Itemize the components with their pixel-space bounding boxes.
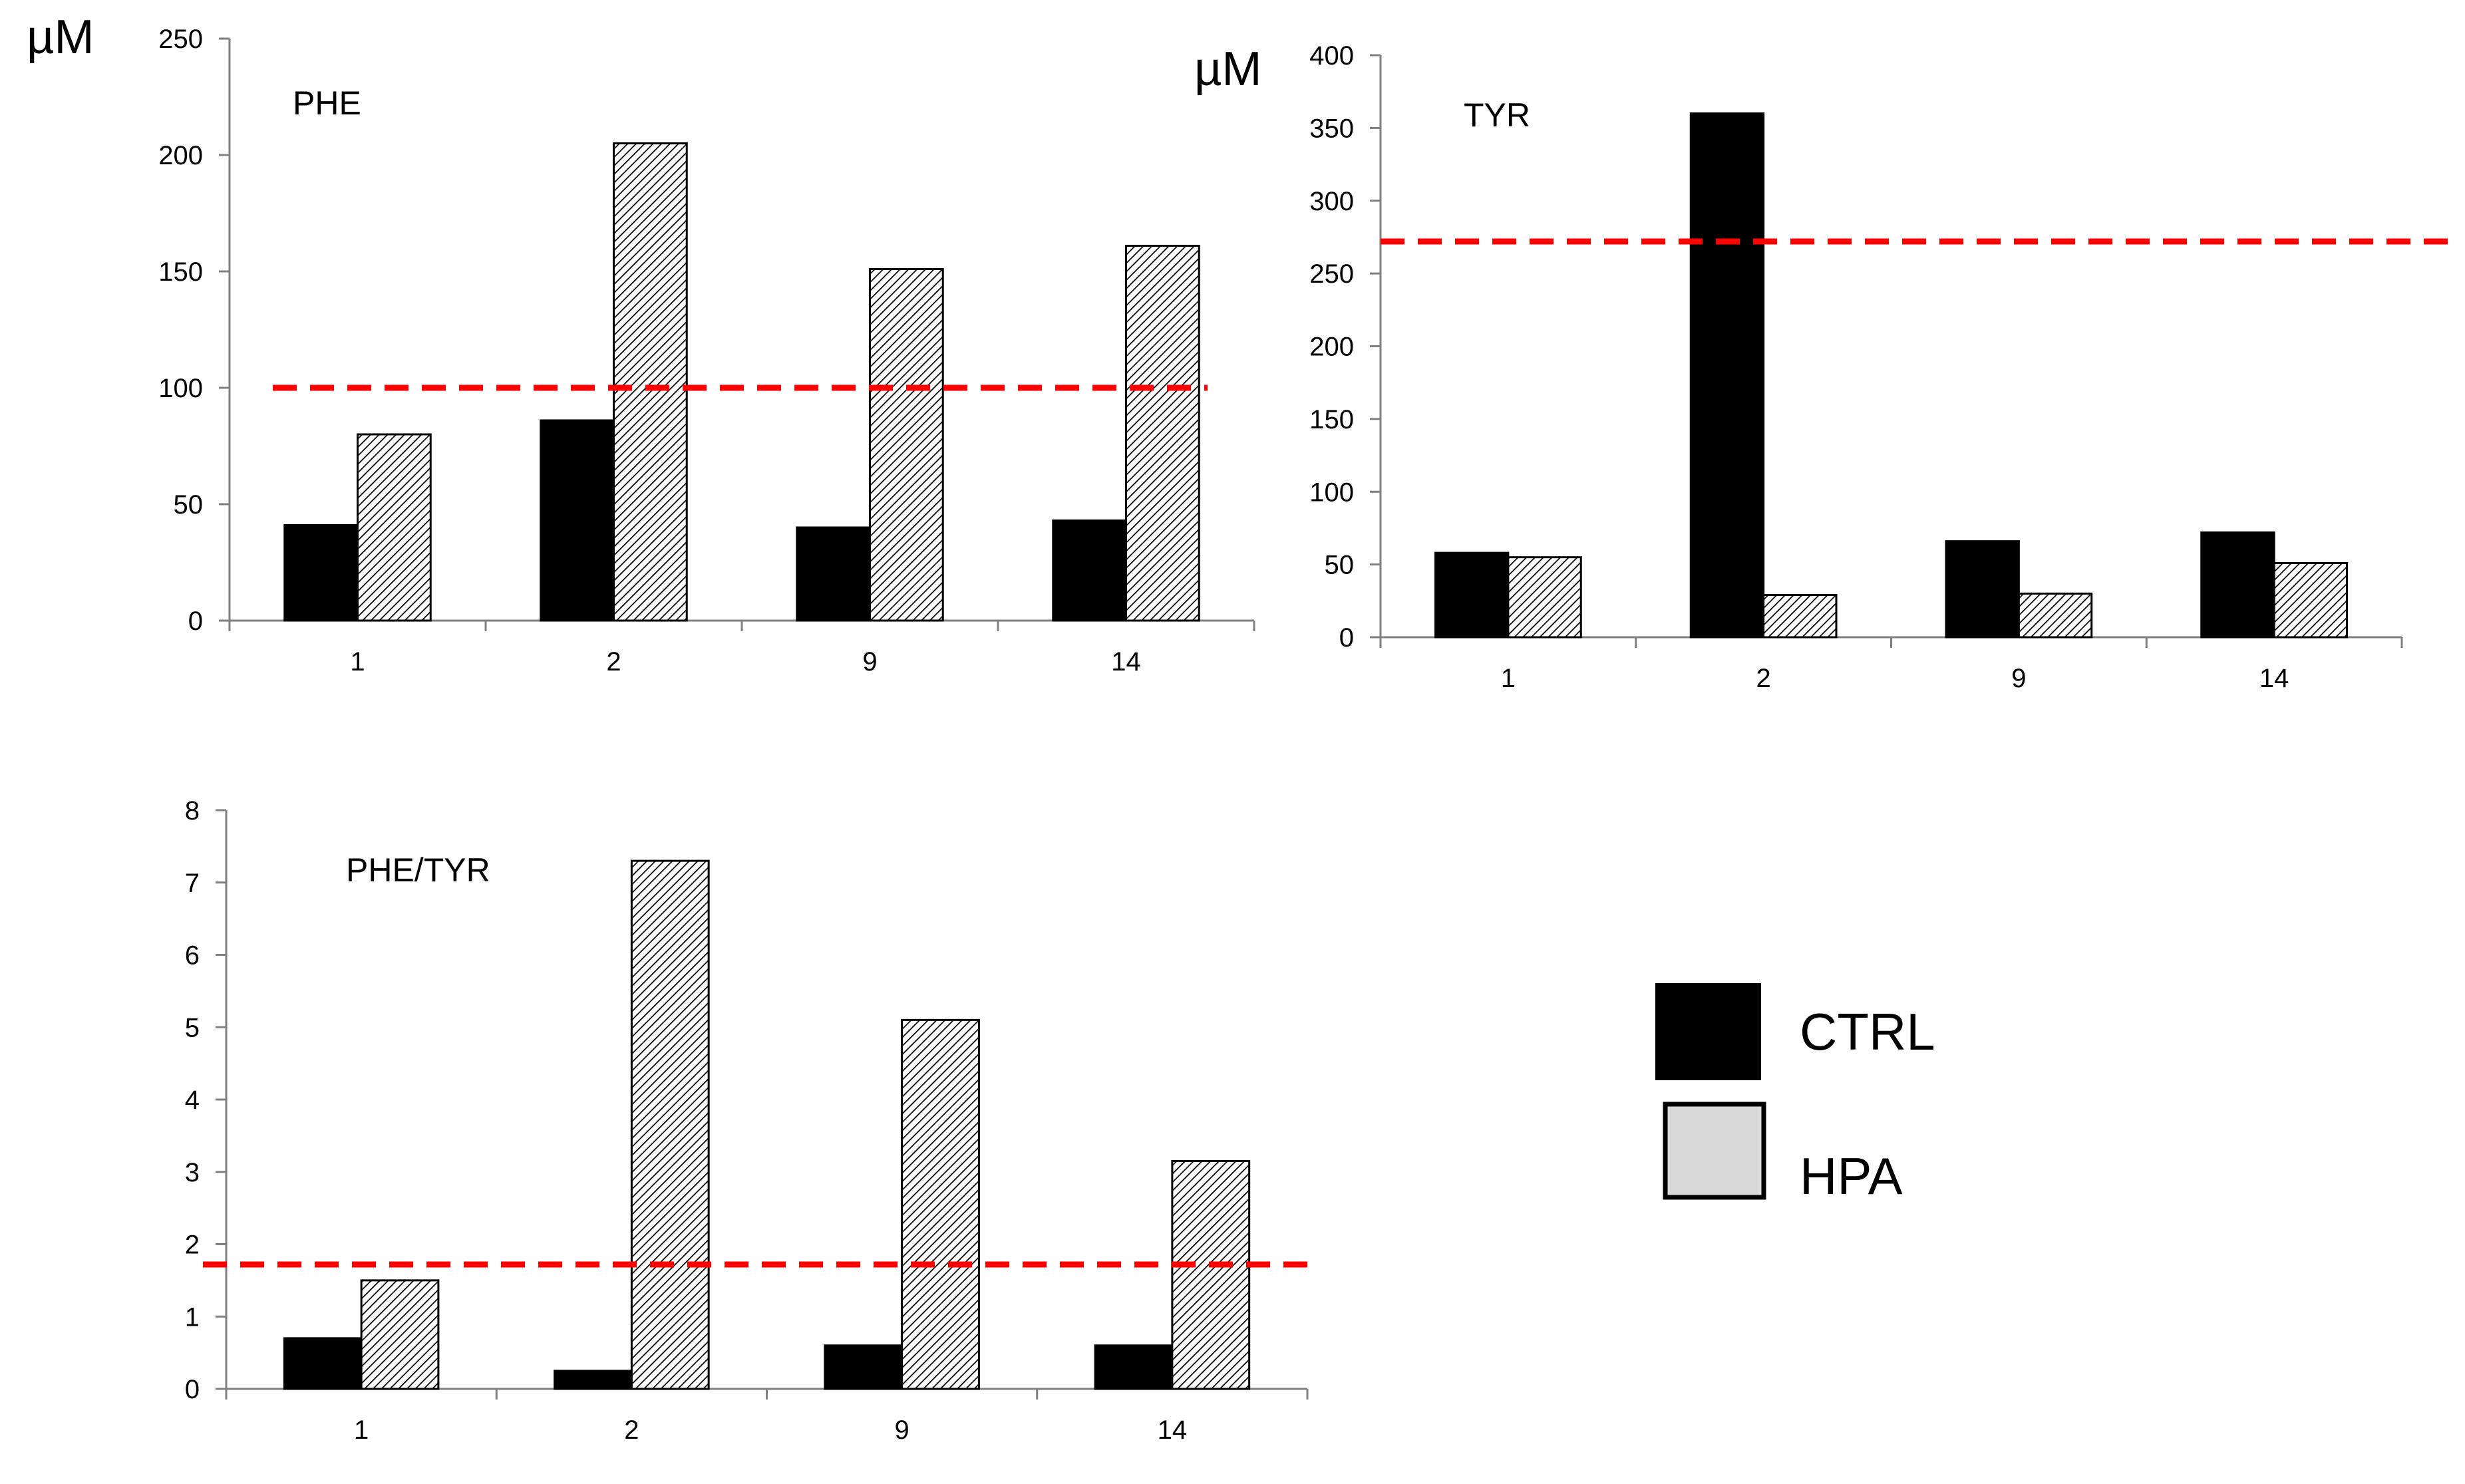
bar-phe-tyr-hpa-1 [360, 1279, 440, 1390]
bar-phe-tyr-hpa-14 [1171, 1159, 1251, 1390]
y-tick-label-tyr: 350 [1309, 114, 1354, 143]
x-tick-label-phe: 1 [350, 647, 365, 676]
y-tick-label-phe: 200 [158, 141, 203, 170]
y-tick-label-tyr: 200 [1309, 333, 1354, 362]
chart-phe-tyr: PHE/TYR 0 1 2 3 4 5 6 7 8 1 2 9 14 [185, 796, 1317, 1445]
bar-phe-tyr-ctrl-1 [283, 1337, 363, 1390]
bar-tyr-hpa-1 [1507, 556, 1582, 639]
x-tick-label-tyr: 14 [2259, 664, 2289, 693]
bar-tyr-hpa-14 [2273, 561, 2348, 639]
y-tick-label-phe-tyr: 0 [185, 1375, 200, 1404]
x-tick-label-phe-tyr: 1 [354, 1415, 369, 1445]
y-tick-label-phe-tyr: 8 [185, 796, 200, 825]
bar-tyr-hpa-9 [2017, 592, 2093, 639]
bar-phe-hpa-2 [613, 142, 688, 622]
y-tick-label-phe: 250 [158, 25, 203, 54]
x-tick-label-tyr: 2 [1756, 664, 1771, 693]
y-tick-label-phe: 50 [174, 490, 204, 519]
bar-tyr-ctrl-14 [2200, 531, 2275, 639]
bar-phe-tyr-hpa-2 [630, 859, 710, 1390]
bar-phe-ctrl-2 [540, 419, 615, 622]
y-tick-label-phe: 100 [158, 374, 203, 403]
chart-title-tyr: TYR [1464, 96, 1530, 134]
bar-phe-tyr-ctrl-2 [554, 1370, 633, 1390]
x-tick-label-phe-tyr: 14 [1158, 1415, 1188, 1445]
chart-phe: µM PHE 0 50 100 150 200 250 1 2 9 14 [27, 11, 1255, 676]
bar-phe-hpa-9 [869, 268, 944, 622]
y-tick-label-phe-tyr: 5 [185, 1013, 200, 1042]
bar-phe-hpa-1 [357, 433, 432, 622]
y-tick-label-phe-tyr: 2 [185, 1231, 200, 1260]
chart-tyr: µM TYR 0 50 100 150 200 250 300 350 400 1 2 9 14 [1194, 41, 2448, 693]
x-tick-label-tyr: 1 [1501, 664, 1516, 693]
bar-tyr-ctrl-9 [1945, 540, 2020, 639]
y-tick-label-tyr: 0 [1339, 623, 1354, 653]
bar-tyr-ctrl-2 [1689, 112, 1765, 639]
unit-label-phe: µM [27, 11, 94, 64]
unit-label-tyr: µM [1194, 43, 1261, 96]
x-tick-label-phe: 9 [862, 647, 877, 676]
x-tick-label-tyr: 9 [2011, 664, 2026, 693]
legend-swatch-hpa [1663, 1102, 1766, 1200]
legend-swatch-ctrl [1655, 983, 1761, 1080]
y-tick-label-tyr: 400 [1309, 41, 1354, 71]
bar-phe-ctrl-14 [1052, 519, 1128, 622]
y-tick-label-tyr: 50 [1325, 551, 1355, 580]
y-tick-label-phe-tyr: 3 [185, 1158, 200, 1187]
y-tick-label-tyr: 250 [1309, 259, 1354, 289]
bar-phe-ctrl-1 [283, 524, 359, 622]
y-tick-label-phe-tyr: 6 [185, 941, 200, 970]
legend: CTRL HPA [1655, 983, 1935, 1205]
legend-label-hpa: HPA [1800, 1147, 1903, 1205]
bar-tyr-hpa-2 [1762, 594, 1838, 639]
y-tick-label-phe: 150 [158, 257, 203, 287]
bar-phe-tyr-ctrl-14 [1094, 1344, 1174, 1390]
bar-phe-ctrl-9 [796, 526, 872, 622]
x-tick-label-phe: 14 [1111, 647, 1141, 676]
y-tick-label-tyr: 300 [1309, 187, 1354, 216]
legend-label-ctrl: CTRL [1800, 1002, 1935, 1061]
y-tick-label-phe-tyr: 7 [185, 869, 200, 898]
x-tick-label-phe-tyr: 2 [624, 1415, 639, 1445]
chart-title-phe: PHE [293, 84, 361, 122]
y-tick-label-phe-tyr: 4 [185, 1086, 200, 1115]
bar-tyr-ctrl-1 [1434, 551, 1510, 639]
bar-phe-hpa-14 [1125, 245, 1200, 622]
y-tick-label-tyr: 100 [1309, 478, 1354, 507]
y-tick-label-phe-tyr: 1 [185, 1302, 200, 1332]
y-tick-label-tyr: 150 [1309, 405, 1354, 434]
chart-title-phe-tyr: PHE/TYR [346, 851, 490, 889]
y-tick-label-phe: 0 [188, 607, 203, 636]
bar-phe-tyr-ctrl-9 [824, 1344, 904, 1390]
x-tick-label-phe-tyr: 9 [895, 1415, 909, 1445]
bar-phe-tyr-hpa-9 [901, 1018, 980, 1390]
x-tick-label-phe: 2 [606, 647, 621, 676]
